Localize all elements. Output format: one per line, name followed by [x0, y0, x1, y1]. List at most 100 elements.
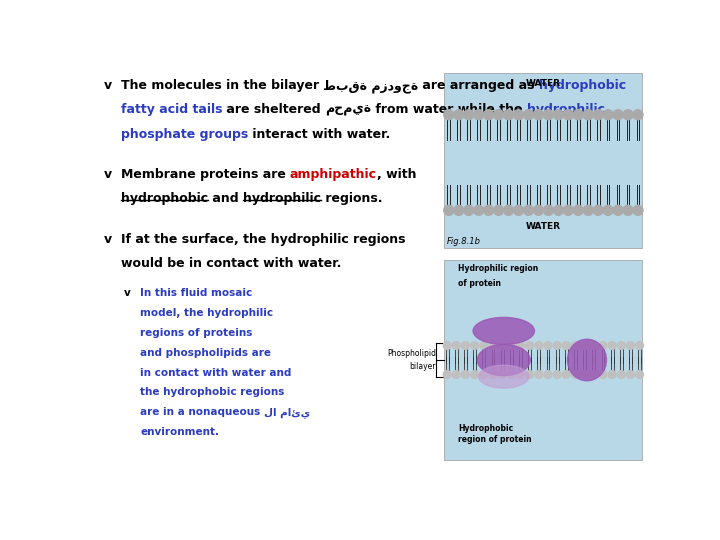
Ellipse shape: [572, 342, 580, 349]
Ellipse shape: [471, 370, 479, 379]
Ellipse shape: [480, 370, 487, 379]
Text: model, the hydrophilic: model, the hydrophilic: [140, 308, 274, 318]
Text: , with: , with: [377, 168, 416, 181]
Text: regions.: regions.: [321, 192, 382, 205]
Ellipse shape: [523, 205, 534, 215]
Ellipse shape: [477, 345, 530, 376]
Ellipse shape: [454, 110, 464, 120]
Ellipse shape: [603, 205, 613, 215]
Text: Hydrophilic region: Hydrophilic region: [459, 265, 539, 273]
Ellipse shape: [573, 205, 583, 215]
Ellipse shape: [553, 110, 563, 120]
Ellipse shape: [544, 370, 552, 379]
Ellipse shape: [617, 370, 625, 379]
Ellipse shape: [474, 110, 484, 120]
Ellipse shape: [573, 110, 583, 120]
Ellipse shape: [599, 342, 607, 349]
Text: region of protein: region of protein: [459, 435, 532, 444]
Ellipse shape: [474, 205, 484, 215]
Ellipse shape: [534, 110, 544, 120]
Text: طبقة مزدوجة: طبقة مزدوجة: [323, 79, 418, 93]
Text: interact with water.: interact with water.: [248, 127, 390, 140]
Ellipse shape: [581, 370, 588, 379]
Ellipse shape: [581, 342, 588, 349]
Ellipse shape: [553, 342, 561, 349]
Ellipse shape: [534, 205, 544, 215]
Text: the hydrophobic regions: the hydrophobic regions: [140, 388, 284, 397]
Ellipse shape: [513, 205, 523, 215]
Text: hydrophilic: hydrophilic: [527, 104, 606, 117]
Ellipse shape: [636, 342, 644, 349]
Ellipse shape: [523, 110, 534, 120]
Ellipse shape: [489, 342, 497, 349]
Text: fatty acid tails: fatty acid tails: [121, 104, 222, 117]
Ellipse shape: [498, 370, 506, 379]
Ellipse shape: [484, 205, 494, 215]
Text: bilayer: bilayer: [410, 362, 436, 371]
Text: WATER: WATER: [526, 222, 561, 231]
Ellipse shape: [454, 205, 464, 215]
Ellipse shape: [544, 110, 554, 120]
Text: If at the surface, the hydrophilic regions: If at the surface, the hydrophilic regio…: [121, 233, 405, 246]
Ellipse shape: [503, 110, 513, 120]
Ellipse shape: [553, 370, 561, 379]
Text: Membrane proteins are: Membrane proteins are: [121, 168, 290, 181]
Ellipse shape: [452, 342, 460, 349]
Ellipse shape: [563, 110, 573, 120]
Text: would be in contact with water.: would be in contact with water.: [121, 258, 341, 271]
Ellipse shape: [526, 342, 534, 349]
Bar: [444, 73, 642, 248]
Ellipse shape: [583, 205, 593, 215]
Ellipse shape: [563, 205, 573, 215]
Text: v: v: [104, 79, 112, 92]
Text: of protein: of protein: [459, 279, 501, 288]
Ellipse shape: [608, 370, 616, 379]
Text: In this fluid mosaic: In this fluid mosaic: [140, 288, 253, 298]
Ellipse shape: [513, 110, 523, 120]
Text: v: v: [124, 288, 130, 298]
Ellipse shape: [444, 205, 454, 215]
Ellipse shape: [516, 370, 524, 379]
Text: from water while the: from water while the: [372, 104, 527, 117]
Ellipse shape: [623, 205, 633, 215]
Ellipse shape: [489, 370, 497, 379]
Ellipse shape: [562, 342, 570, 349]
Ellipse shape: [471, 342, 479, 349]
Ellipse shape: [464, 205, 474, 215]
Ellipse shape: [562, 370, 570, 379]
Ellipse shape: [484, 110, 494, 120]
Ellipse shape: [516, 342, 524, 349]
Bar: [444, 260, 642, 460]
Text: are arranged as: are arranged as: [418, 79, 539, 92]
Text: regions of proteins: regions of proteins: [140, 328, 253, 338]
Ellipse shape: [464, 110, 474, 120]
Ellipse shape: [567, 339, 606, 381]
Text: and: and: [208, 192, 243, 205]
Ellipse shape: [462, 370, 469, 379]
Ellipse shape: [633, 205, 643, 215]
Ellipse shape: [444, 370, 451, 379]
Text: The molecules in the bilayer: The molecules in the bilayer: [121, 79, 323, 92]
Ellipse shape: [613, 110, 623, 120]
Ellipse shape: [613, 205, 623, 215]
Text: in contact with water and: in contact with water and: [140, 368, 292, 377]
Text: v: v: [104, 233, 112, 246]
Ellipse shape: [608, 342, 616, 349]
Text: v: v: [104, 168, 112, 181]
Ellipse shape: [479, 365, 529, 388]
Ellipse shape: [590, 370, 598, 379]
Ellipse shape: [633, 110, 643, 120]
Ellipse shape: [503, 205, 513, 215]
Ellipse shape: [599, 370, 607, 379]
Text: amphipathic: amphipathic: [290, 168, 377, 181]
Ellipse shape: [553, 205, 563, 215]
Ellipse shape: [617, 342, 625, 349]
Text: hydrophobic: hydrophobic: [121, 192, 208, 205]
Text: environment.: environment.: [140, 427, 219, 437]
Ellipse shape: [480, 342, 487, 349]
Text: WATER: WATER: [526, 79, 561, 89]
Text: Hydrophobic: Hydrophobic: [459, 424, 513, 433]
Text: Fig.8.1b: Fig.8.1b: [447, 237, 481, 246]
Ellipse shape: [626, 342, 634, 349]
Text: hydrophobic: hydrophobic: [539, 79, 626, 92]
